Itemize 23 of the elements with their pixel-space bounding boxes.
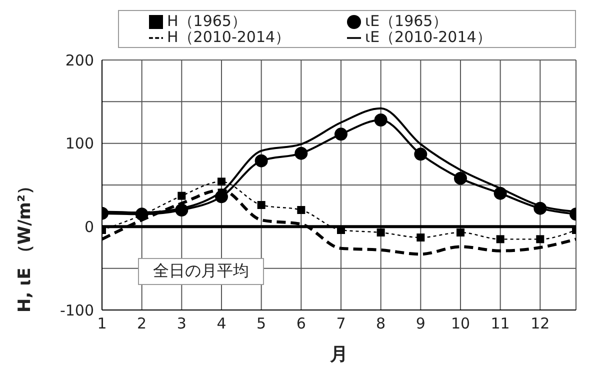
legend-label: ιE（2010-2014） [365, 28, 492, 46]
y-axis-title: H, ιE （W/m²） [15, 178, 36, 312]
y-tick-label: 200 [65, 51, 94, 70]
x-tick-label: 9 [416, 314, 426, 333]
x-tick-label: 12 [530, 314, 550, 333]
x-tick-label: 5 [256, 314, 266, 333]
x-tick-label: 10 [450, 314, 470, 333]
x-tick-label: 6 [296, 314, 306, 333]
x-axis-title: 月 [329, 344, 348, 365]
y-tick-label: 0 [84, 218, 94, 236]
legend-label: H（2010-2014） [167, 28, 292, 46]
x-tick-label: 8 [376, 314, 386, 333]
x-tick-label: 2 [137, 314, 147, 333]
legend-label: ιE（1965） [365, 12, 449, 30]
x-tick-label: 11 [490, 314, 510, 333]
x-tick-label: 4 [216, 314, 226, 333]
x-tick-label: 7 [336, 314, 346, 333]
legend-label: H（1965） [167, 12, 248, 30]
x-tick-label: 1 [97, 314, 107, 333]
annotation: 全日の月平均 [138, 258, 264, 285]
y-tick-label: 100 [65, 134, 94, 153]
y-tick-label: -100 [60, 301, 94, 320]
x-tick-label: 3 [176, 314, 186, 333]
